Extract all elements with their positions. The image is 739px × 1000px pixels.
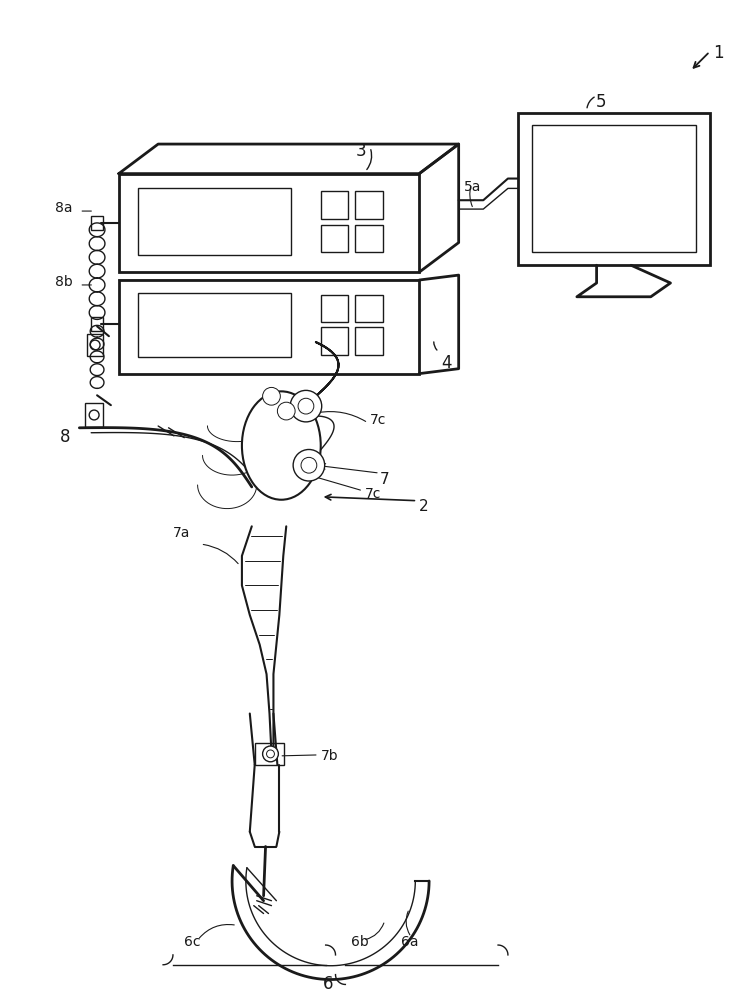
Text: 8b: 8b: [55, 275, 72, 289]
Text: 6: 6: [322, 975, 333, 993]
Text: 4: 4: [441, 354, 452, 372]
Circle shape: [277, 402, 295, 420]
Bar: [91, 216, 103, 230]
Text: 7c: 7c: [365, 487, 381, 501]
Bar: [321, 327, 348, 355]
Bar: [138, 188, 291, 255]
Text: 3: 3: [355, 142, 366, 160]
Text: 5a: 5a: [463, 180, 481, 194]
Text: 5: 5: [596, 93, 606, 111]
Circle shape: [267, 750, 274, 758]
Bar: [91, 317, 103, 331]
Circle shape: [89, 410, 99, 420]
Bar: [355, 225, 383, 252]
Text: 7: 7: [380, 472, 389, 487]
Bar: [518, 113, 710, 265]
Text: 6a: 6a: [401, 935, 418, 949]
Circle shape: [262, 746, 279, 762]
Bar: [255, 743, 285, 765]
Bar: [321, 225, 348, 252]
Bar: [321, 295, 348, 322]
Text: 6b: 6b: [351, 935, 369, 949]
Bar: [138, 293, 291, 357]
Text: 8a: 8a: [55, 201, 72, 215]
Bar: [355, 191, 383, 219]
Bar: [355, 295, 383, 322]
Text: 7c: 7c: [370, 413, 386, 427]
Bar: [355, 327, 383, 355]
Bar: [321, 191, 348, 219]
Text: 8: 8: [60, 428, 70, 446]
Text: 2: 2: [419, 499, 429, 514]
Circle shape: [293, 449, 324, 481]
Text: 6c: 6c: [185, 935, 201, 949]
Circle shape: [262, 387, 280, 405]
Ellipse shape: [242, 391, 321, 500]
Bar: [119, 280, 419, 374]
Bar: [119, 174, 419, 272]
Bar: [87, 334, 103, 356]
Circle shape: [290, 390, 321, 422]
Text: 7a: 7a: [173, 526, 191, 540]
Circle shape: [298, 398, 314, 414]
Bar: [531, 125, 696, 252]
Circle shape: [90, 340, 100, 350]
Text: 7b: 7b: [321, 749, 338, 763]
Bar: [85, 403, 103, 427]
Circle shape: [301, 457, 317, 473]
Text: 1: 1: [713, 44, 723, 62]
